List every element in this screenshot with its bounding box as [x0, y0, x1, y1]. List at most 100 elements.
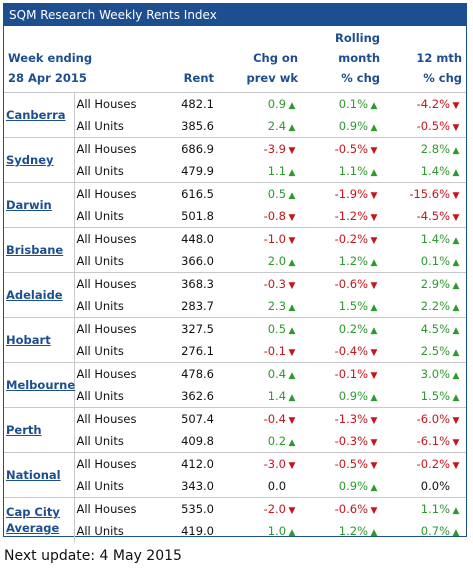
- twelve-month-chg-value: -6.1%: [416, 434, 451, 448]
- rent-value: 448.0: [156, 227, 219, 250]
- table-row: National All Houses 412.0 -3.0 ▼ -0.5% ▼ -0.2% ▼: [4, 452, 467, 498]
- property-type: All Units: [76, 344, 124, 358]
- rolling-month-chg-value: -0.4%: [334, 344, 369, 358]
- rolling-month-chg: -0.4% ▼: [302, 340, 384, 363]
- table-row: All Units 479.9 1.1 ▲ 1.1% ▲ 1.4% ▲: [4, 160, 466, 183]
- up-arrow-icon: ▲: [288, 326, 296, 336]
- chg-prev-wk-value: 0.9: [267, 97, 287, 111]
- city-link[interactable]: Canberra: [4, 92, 75, 138]
- table-body: Canberra All Houses 482.1 0.9 ▲ 0.1% ▲ -4.2% ▼ Al…: [4, 92, 467, 542]
- twelve-month-chg: 4.5% ▲: [384, 317, 467, 340]
- twelve-month-chg: 0.7% ▲: [384, 520, 466, 542]
- rolling-month-chg: 1.5% ▲: [302, 295, 384, 318]
- twelve-month-chg: -6.1% ▼: [384, 430, 466, 453]
- next-update-text: Next update: 4 May 2015: [4, 548, 182, 564]
- chg-prev-wk-value: 0.2: [267, 434, 287, 448]
- twelve-month-chg-value: -6.0%: [416, 412, 451, 426]
- rent-value: 366.0: [181, 254, 215, 268]
- rolling-header-line3: % chg: [341, 71, 381, 85]
- rolling-month-chg: -1.9% ▼: [302, 182, 385, 205]
- table-row: All Units 385.6 2.4 ▲ 0.9% ▲ -0.5% ▼: [4, 115, 466, 138]
- table-row: Darwin All Houses 616.5 0.5 ▲ -1.9% ▼ -15.6% ▼: [4, 182, 467, 228]
- city-link[interactable]: Perth: [4, 407, 75, 453]
- twelve-month-chg: -4.5% ▼: [384, 205, 466, 228]
- rent-header: Rent: [156, 26, 219, 93]
- chg-prev-wk: -3.9 ▼: [218, 137, 303, 160]
- down-arrow-icon: ▼: [288, 213, 296, 223]
- rolling-month-chg-value: -0.6%: [334, 277, 369, 291]
- up-arrow-icon: ▲: [288, 258, 296, 268]
- property-type: All Houses: [74, 137, 157, 160]
- twelve-month-chg-value: 1.5%: [420, 389, 451, 403]
- rents-table: Week ending 28 Apr 2015 Rent Chg on prev…: [4, 26, 467, 542]
- city-link[interactable]: Brisbane: [4, 227, 75, 273]
- up-arrow-icon: ▲: [370, 258, 378, 268]
- up-arrow-icon: ▲: [452, 528, 460, 538]
- chg-prev-wk: -2.0 ▼: [218, 497, 303, 520]
- up-arrow-icon: ▲: [288, 123, 296, 133]
- rolling-month-chg-value: 1.2%: [338, 254, 369, 268]
- rolling-month-chg-value: 1.1%: [338, 164, 369, 178]
- property-type: All Units: [76, 389, 124, 403]
- rolling-month-chg: -1.2% ▼: [302, 205, 384, 228]
- rent-value: 368.3: [156, 272, 219, 295]
- rolling-month-chg: -0.3% ▼: [302, 430, 384, 453]
- down-arrow-icon: ▼: [452, 416, 460, 426]
- yr-header-line2: % chg: [423, 71, 463, 85]
- city-link[interactable]: National: [4, 452, 75, 498]
- chg-prev-wk-value: -2.0: [263, 502, 287, 516]
- rolling-month-chg-value: -0.5%: [334, 142, 369, 156]
- rolling-month-chg: 1.2% ▲: [302, 250, 384, 273]
- chg-header-line1: Chg on: [253, 51, 299, 65]
- table-row: All Units 366.0 2.0 ▲ 1.2% ▲ 0.1% ▲: [4, 250, 466, 273]
- rent-value: 535.0: [156, 497, 219, 520]
- rolling-month-chg: -0.5% ▼: [302, 137, 385, 160]
- twelve-month-chg: 2.9% ▲: [384, 272, 467, 295]
- twelve-month-chg-value: 4.5%: [420, 322, 451, 336]
- chg-prev-wk: 0.0: [218, 475, 302, 498]
- up-arrow-icon: ▲: [370, 168, 378, 178]
- up-arrow-icon: ▲: [452, 168, 460, 178]
- chg-prev-wk: 1.1 ▲: [218, 160, 302, 183]
- rolling-month-chg-value: -1.2%: [334, 209, 369, 223]
- property-type: All Units: [76, 524, 124, 538]
- chg-prev-wk: 0.2 ▲: [218, 430, 302, 453]
- twelve-month-chg-value: -4.2%: [416, 97, 451, 111]
- rolling-month-chg: 0.2% ▲: [302, 317, 385, 340]
- table-row: All Units 276.1 -0.1 ▼ -0.4% ▼ 2.5% ▲: [4, 340, 466, 363]
- down-arrow-icon: ▼: [370, 416, 378, 426]
- city-link[interactable]: Melbourne: [4, 362, 75, 408]
- city-link[interactable]: Sydney: [4, 137, 75, 183]
- down-arrow-icon: ▼: [370, 146, 378, 156]
- property-type: All Units: [76, 164, 124, 178]
- chg-prev-wk: 2.3 ▲: [218, 295, 302, 318]
- down-arrow-icon: ▼: [288, 146, 296, 156]
- up-arrow-icon: ▲: [288, 528, 296, 538]
- table-row: Cap City Average All Houses 535.0 -2.0 ▼ -0.6…: [4, 497, 467, 542]
- rolling-month-chg: -0.6% ▼: [302, 497, 385, 520]
- city-link[interactable]: Darwin: [4, 182, 75, 228]
- chg-prev-wk: 0.4 ▲: [218, 362, 303, 385]
- rolling-month-chg-value: -0.1%: [334, 367, 369, 381]
- rolling-month-chg: -1.3% ▼: [302, 407, 385, 430]
- property-type: All Houses: [74, 272, 157, 295]
- down-arrow-icon: ▼: [452, 101, 460, 111]
- twelve-month-chg-value: 2.5%: [420, 344, 451, 358]
- table-row: All Units 409.8 0.2 ▲ -0.3% ▼ -6.1% ▼: [4, 430, 466, 453]
- city-link[interactable]: Adelaide: [4, 272, 75, 318]
- table-row: All Units 343.0 0.0 0.9% ▲ 0.0%: [4, 475, 466, 498]
- rolling-header-line1: Rolling: [335, 31, 381, 45]
- chg-prev-wk: -0.3 ▼: [218, 272, 303, 295]
- twelve-month-chg: 2.8% ▲: [384, 137, 467, 160]
- city-link[interactable]: Cap City Average: [4, 497, 75, 542]
- twelve-month-chg: 1.4% ▲: [384, 160, 466, 183]
- twelve-month-chg: -4.2% ▼: [384, 93, 466, 116]
- city-link[interactable]: Hobart: [4, 317, 75, 363]
- property-type: All Units: [76, 299, 124, 313]
- down-arrow-icon: ▼: [452, 438, 460, 448]
- down-arrow-icon: ▼: [288, 348, 296, 358]
- rolling-header-line2: month: [338, 51, 381, 65]
- rolling-month-chg: 1.2% ▲: [302, 520, 384, 542]
- twelve-month-chg: -6.0% ▼: [384, 407, 467, 430]
- property-type: All Houses: [74, 452, 157, 475]
